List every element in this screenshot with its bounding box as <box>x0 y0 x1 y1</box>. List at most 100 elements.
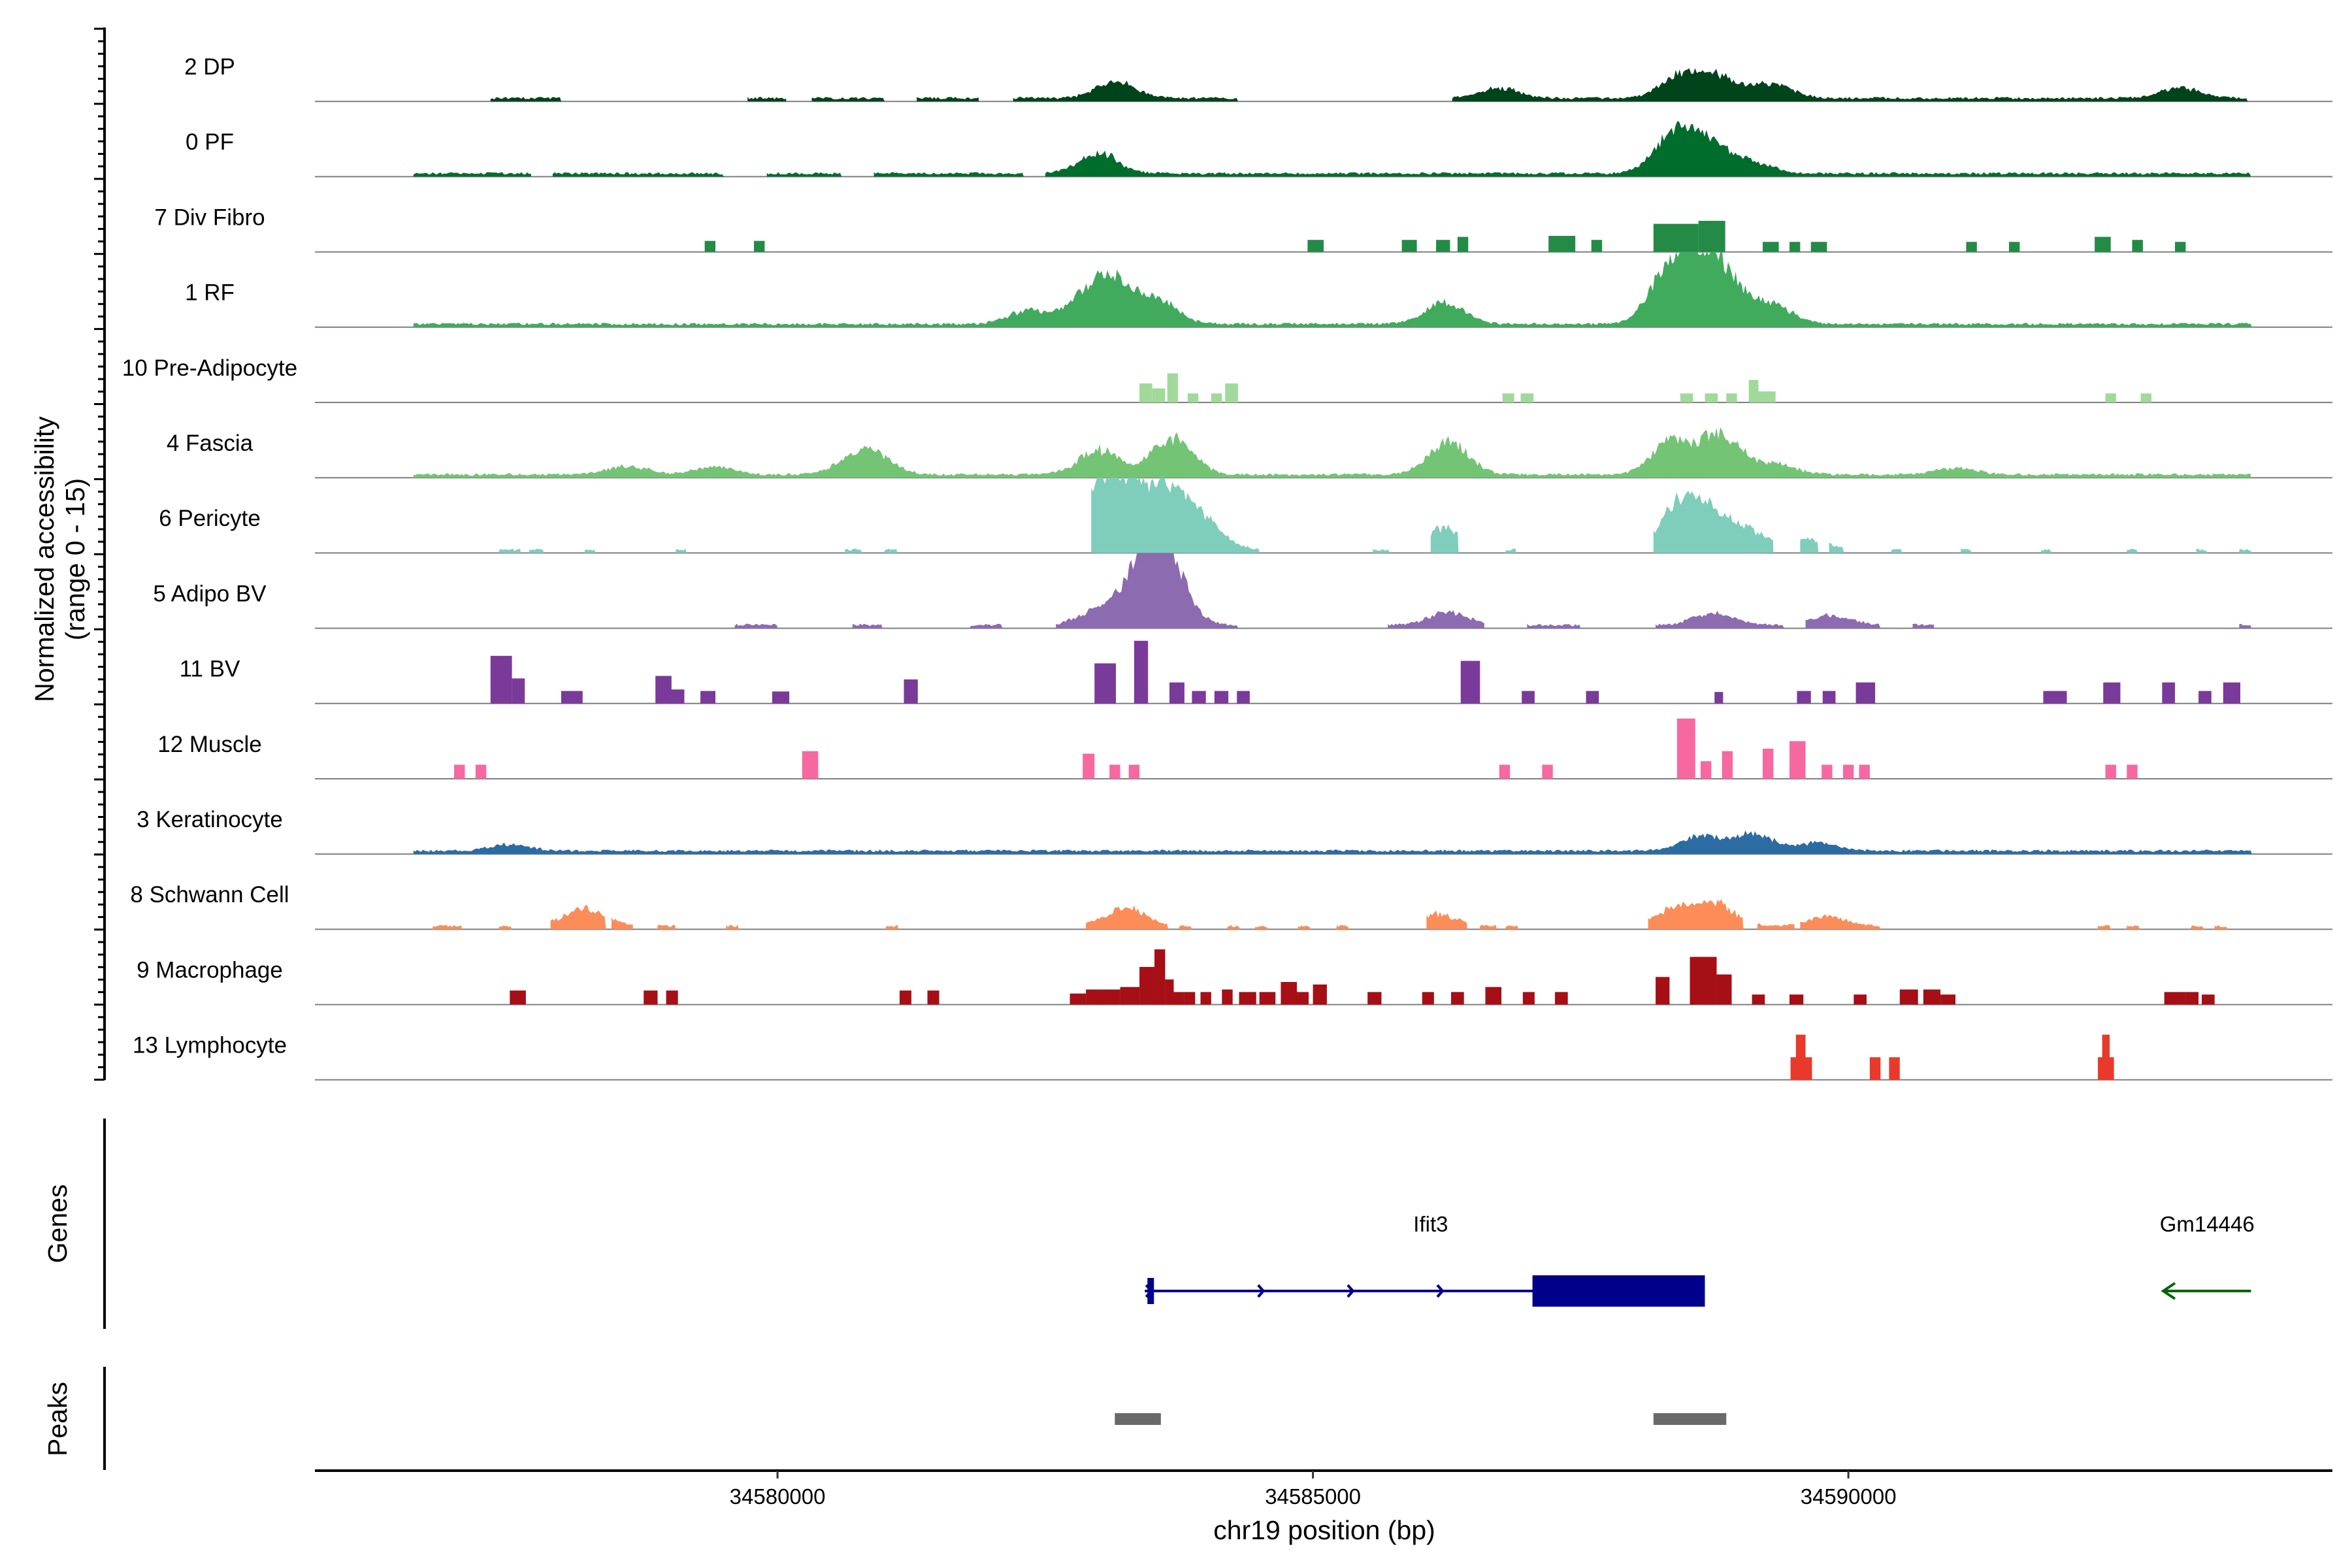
track-label-1-rf: 1 RF <box>185 280 235 306</box>
coverage-block <box>1520 393 1534 402</box>
coverage-area <box>1056 553 1238 629</box>
coverage-block <box>1842 764 1854 779</box>
coverage-block <box>1923 989 1941 1005</box>
tracks-layer: 2 DP 0 PF 7 Div Fibro 1 RF 10 Pre-Adipocyte 4… <box>122 54 2332 1081</box>
coverage-block <box>1094 663 1117 704</box>
coverage-area <box>1505 548 1516 553</box>
coverage-block <box>510 990 526 1005</box>
coverage-block <box>1690 956 1717 1005</box>
coverage-block <box>1313 984 1327 1005</box>
coverage-block <box>644 990 658 1005</box>
coverage-block <box>1239 992 1256 1005</box>
coverage-block <box>1869 1057 1881 1080</box>
coverage-area <box>1013 80 1238 102</box>
coverage-block <box>1752 994 1765 1005</box>
coverage-block <box>772 691 790 704</box>
strand-arrow <box>1436 1284 1445 1298</box>
coverage-block <box>1763 748 1774 779</box>
coverage-block <box>1656 977 1670 1005</box>
coverage-block <box>1680 393 1693 402</box>
coverage-block <box>1173 992 1184 1005</box>
coverage-block <box>1859 764 1870 779</box>
coverage-block <box>1109 764 1120 779</box>
coverage-block <box>1821 764 1833 779</box>
coverage-area <box>1648 899 1744 930</box>
track-label-4-fascia: 4 Fascia <box>167 431 253 456</box>
track-0-pf: 0 PF <box>186 121 2332 178</box>
coverage-block <box>1705 393 1718 402</box>
gene-label-ifit3: Ifit3 <box>1413 1212 1448 1236</box>
coverage-block <box>1214 691 1229 704</box>
coverage-block <box>1187 393 1199 402</box>
coverage-area <box>1452 68 2248 102</box>
coverage-block <box>1154 949 1166 1005</box>
coverage-area <box>490 97 561 102</box>
coverage-block <box>670 689 685 704</box>
coverage-block <box>1401 240 1417 252</box>
coverage-area <box>1255 926 1268 930</box>
coverage-area <box>1800 914 1881 930</box>
track-9-macrophage: 9 Macrophage <box>137 949 2332 1005</box>
coverage-block <box>1259 992 1276 1005</box>
track-label-0-pf: 0 PF <box>186 129 234 155</box>
coverage-block <box>1758 391 1776 402</box>
coverage-block <box>1281 982 1298 1005</box>
strand-arrow <box>1257 1284 1266 1298</box>
coverage-block <box>1810 242 1827 252</box>
coverage-block <box>1297 992 1309 1005</box>
coverage-area <box>811 97 885 102</box>
coverage-area <box>413 172 532 177</box>
track-label-12-muscle: 12 Muscle <box>157 732 262 757</box>
coverage-block <box>655 676 672 704</box>
coverage-area <box>550 905 606 930</box>
coverage-area <box>413 427 2251 478</box>
coverage-area <box>2214 924 2228 930</box>
coverage-block <box>1748 380 1759 402</box>
coverage-block <box>1591 240 1603 252</box>
gene-gm14446: Gm14446 <box>2160 1212 2255 1300</box>
coverage-area <box>498 925 512 930</box>
track-label-11-bv: 11 BV <box>180 657 240 682</box>
coverage-area <box>747 97 787 102</box>
coverage-block <box>1854 994 1867 1005</box>
coverage-block <box>1698 220 1725 252</box>
x-tick-label-34585000: 34585000 <box>1265 1484 1361 1509</box>
coverage-area <box>2239 624 2251 629</box>
coverage-area <box>1757 923 1795 930</box>
coverage-block <box>1676 718 1695 779</box>
coverage-block <box>1502 393 1514 402</box>
coverage-area <box>529 549 544 553</box>
coverage-block <box>1211 393 1222 402</box>
coverage-area <box>676 548 687 553</box>
coverage-block <box>1367 992 1382 1005</box>
coverage-block <box>1222 989 1233 1005</box>
track-label-6-pericyte: 6 Pericyte <box>159 506 261 531</box>
coverage-block <box>1966 242 1977 252</box>
track-1-rf: 1 RF <box>185 252 2332 328</box>
coverage-area <box>1505 925 1519 930</box>
y-axis-title: Normalized accessibility <box>29 416 59 702</box>
coverage-area <box>2191 925 2204 930</box>
coverage-block <box>2164 992 2186 1005</box>
track-2-dp: 2 DP <box>184 54 2332 103</box>
coverage-block <box>1451 992 1464 1005</box>
coverage-area <box>1045 121 2251 177</box>
coverage-area <box>2098 925 2111 930</box>
coverage-block <box>1722 751 1733 779</box>
track-label-10-pre-adipocyte: 10 Pre-Adipocyte <box>122 355 297 381</box>
coverage-area <box>734 623 778 629</box>
coverage-block <box>1070 993 1086 1005</box>
track-8-schwann-cell: 8 Schwann Cell <box>130 882 2332 930</box>
coverage-block <box>666 990 678 1005</box>
coverage-area <box>845 548 862 553</box>
track-label-5-adipo-bv: 5 Adipo BV <box>153 581 267 606</box>
track-label-13-lymphocyte: 13 Lymphocyte <box>133 1033 287 1058</box>
strand-arrow <box>1145 1284 1153 1298</box>
track-3-keratinocyte: 3 Keratinocyte <box>137 807 2332 855</box>
genes-layer: Ifit3 Gm14446 <box>1145 1212 2255 1307</box>
coverage-block <box>561 691 583 704</box>
coverage-block <box>2162 682 2176 704</box>
coverage-area <box>874 172 1024 177</box>
coverage-block <box>1789 994 1804 1005</box>
